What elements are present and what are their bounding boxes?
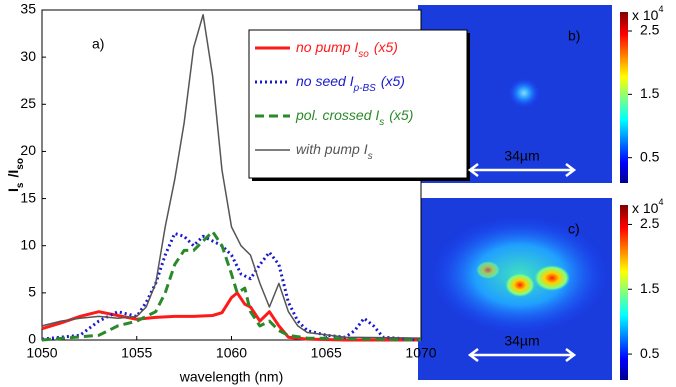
panel-label: c) <box>568 221 580 237</box>
scale-bar-label: 34µm <box>504 148 539 164</box>
text-part: /I <box>5 170 21 178</box>
colorbar-tick-label: 2.5 <box>640 215 660 231</box>
text-part: x 10 <box>632 7 659 23</box>
subscript: so <box>15 158 26 170</box>
hot-spot <box>476 261 500 279</box>
figure: 0510152025303510501055106010651070wavele… <box>0 0 676 387</box>
y-tick-label: 20 <box>20 142 36 158</box>
scale-bar-label: 34µm <box>504 333 539 349</box>
subscript: 4 <box>658 197 663 207</box>
subscript: so <box>358 49 369 60</box>
y-tick-label: 10 <box>20 236 36 252</box>
y-tick-label: 30 <box>20 48 36 64</box>
text-part: no seed I <box>296 73 354 89</box>
panel-label: b) <box>568 28 580 44</box>
x-tick-label: 1055 <box>121 345 152 361</box>
y-tick-label: 15 <box>20 189 36 205</box>
colorbar-tick-label: 0.5 <box>640 345 660 361</box>
text-part: (x5) <box>381 73 405 89</box>
subscript: 4 <box>658 4 663 14</box>
colorbar-tick-label: 1.5 <box>640 280 660 296</box>
colorbar-tick-label: 0.5 <box>640 148 660 164</box>
x-tick-label: 1060 <box>216 345 247 361</box>
colorbar-tick-label: 2.5 <box>640 22 660 38</box>
subscript: p-BS <box>353 83 377 94</box>
hot-spot <box>505 273 535 297</box>
text-part: (x5) <box>389 107 413 123</box>
x-tick-label: 1050 <box>26 345 57 361</box>
hot-spot <box>534 265 570 291</box>
text-part: pol. crossed I <box>295 107 379 123</box>
colorbar-label: x 104 <box>632 197 663 215</box>
panel-label: a) <box>92 36 104 52</box>
colorbar <box>620 205 628 380</box>
x-tick-label: 1065 <box>311 345 342 361</box>
y-tick-label: 35 <box>20 1 36 17</box>
colorbar-label: x 104 <box>632 4 663 22</box>
y-tick-label: 25 <box>20 95 36 111</box>
colorbar-tick-label: 1.5 <box>640 85 660 101</box>
text-part: with pump I <box>296 141 368 157</box>
text-part: x 10 <box>632 200 659 216</box>
spot <box>508 78 540 108</box>
subscript: s <box>15 182 26 188</box>
subscript: s <box>379 117 384 128</box>
x-tick-label: 1070 <box>405 345 436 361</box>
y-tick-label: 5 <box>28 284 36 300</box>
x-axis-label: wavelength (nm) <box>179 369 284 385</box>
legend-shadow <box>467 33 470 181</box>
colorbar <box>620 12 628 183</box>
text-part: (x5) <box>374 39 398 55</box>
legend-shadow <box>252 178 470 181</box>
text-part: no pump I <box>296 39 358 55</box>
subscript: s <box>368 151 373 162</box>
y-axis-label: Is/Iso <box>5 158 26 192</box>
